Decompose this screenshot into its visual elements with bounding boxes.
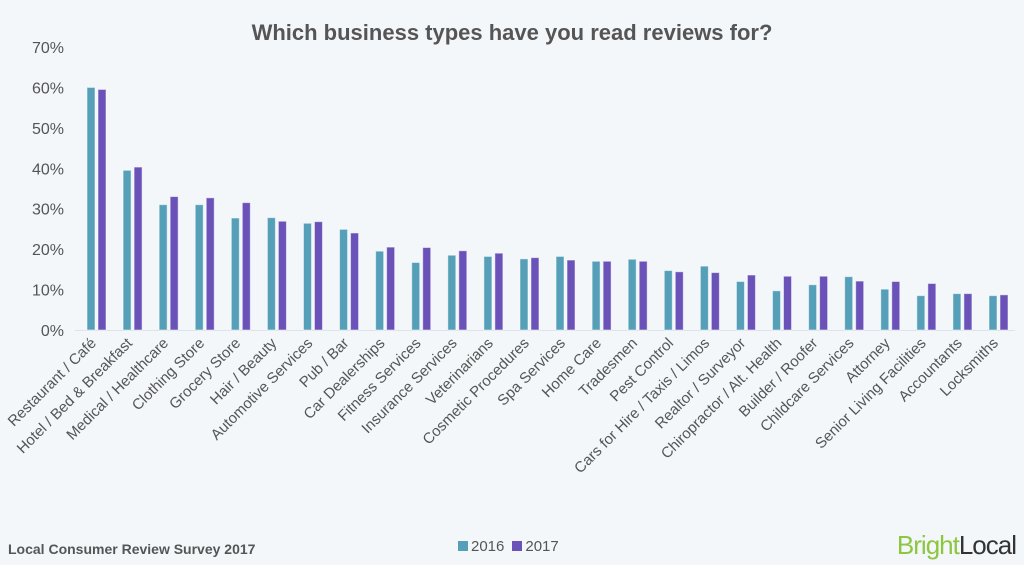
bar-2017 — [602, 260, 612, 331]
bar-2017 — [530, 257, 540, 331]
bar-2017 — [891, 280, 901, 331]
bar-2017 — [386, 246, 396, 331]
bar-2017 — [638, 260, 648, 331]
y-tick-label: 40% — [32, 161, 64, 178]
bar-2016 — [194, 204, 204, 331]
bar-2016 — [808, 284, 818, 331]
y-tick-label: 30% — [32, 202, 64, 219]
bar-2017 — [819, 275, 829, 331]
bar-2017 — [710, 272, 720, 331]
bar-2017 — [313, 221, 323, 331]
bar-2016 — [411, 261, 421, 331]
bar-2016 — [591, 260, 601, 331]
bar-2016 — [988, 295, 998, 331]
bar-2017 — [205, 197, 215, 331]
legend-item-2017: 2017 — [512, 538, 559, 555]
bar-2016 — [230, 217, 240, 331]
bar-2017 — [674, 271, 684, 331]
bar-2016 — [699, 265, 709, 331]
y-tick-label: 50% — [32, 121, 64, 138]
y-tick-label: 10% — [32, 283, 64, 300]
legend-item-2016: 2016 — [458, 538, 504, 555]
bar-2017 — [999, 294, 1009, 331]
bar-2016 — [663, 270, 673, 331]
bar-2016 — [555, 255, 565, 331]
brightlocal-logo: BrightLocal — [896, 530, 1017, 560]
bar-2016 — [302, 222, 312, 331]
bar-2017 — [855, 280, 865, 331]
bar-2017 — [97, 88, 107, 331]
bar-2016 — [772, 290, 782, 331]
bar-2016 — [844, 276, 854, 331]
bar-2017 — [133, 166, 143, 331]
bar-2017 — [494, 252, 504, 331]
bar-2016 — [447, 254, 457, 331]
bar-2016 — [916, 295, 926, 331]
bar-2017 — [277, 220, 287, 331]
bar-2016 — [880, 288, 890, 331]
bar-2017 — [746, 274, 756, 331]
chart-title: Which business types have you read revie… — [251, 20, 773, 45]
bar-2016 — [735, 280, 745, 331]
bar-2016 — [519, 258, 529, 331]
y-tick-label: 20% — [32, 242, 64, 259]
bar-2016 — [483, 255, 493, 331]
bar-2016 — [952, 293, 962, 331]
bar-2017 — [566, 259, 576, 331]
bar-2017 — [350, 232, 360, 331]
bar-2017 — [241, 202, 251, 331]
source-note: Local Consumer Review Survey 2017 — [8, 541, 256, 557]
bar-2017 — [458, 250, 468, 331]
y-tick-label: 0% — [41, 323, 64, 340]
y-tick-label: 70% — [32, 40, 64, 57]
bar-2017 — [783, 275, 793, 331]
bar-2017 — [422, 247, 432, 331]
legend: 2016 2017 — [458, 538, 559, 555]
bar-2016 — [86, 86, 96, 331]
bar-2016 — [627, 258, 637, 331]
y-tick-label: 60% — [32, 80, 64, 97]
bar-2016 — [158, 204, 168, 331]
bar-2016 — [266, 217, 276, 331]
bar-2016 — [375, 250, 385, 331]
bar-2017 — [169, 196, 179, 331]
bar-2016 — [339, 228, 349, 331]
bar-2017 — [927, 283, 937, 331]
bar-2016 — [122, 169, 132, 331]
bar-2017 — [963, 293, 973, 331]
